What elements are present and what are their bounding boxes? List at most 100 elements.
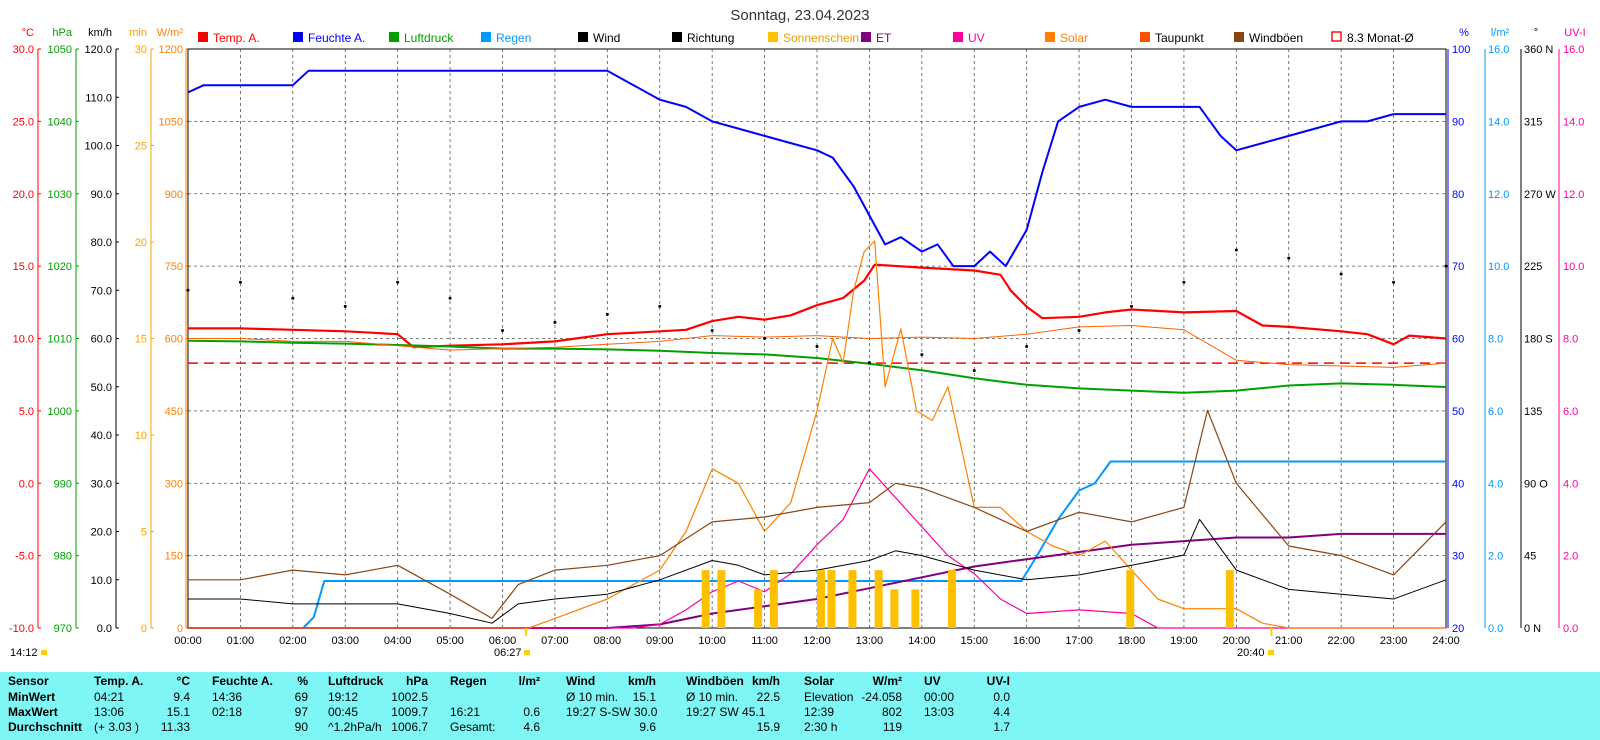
x-tick-label: 05:00 [436,635,464,647]
wind-tick-label: 70.0 [91,285,112,297]
wind-tick-label: 120.0 [84,44,112,56]
solar-tick-label: 0 [177,623,183,635]
solar-tick-label: 900 [165,189,183,201]
sunrise-icon [524,650,530,655]
dir-tick-label: 225 [1524,261,1542,273]
stats-cell-value: 1009.7 [391,705,428,719]
x-tick-label: 06:00 [489,635,517,647]
solar-tick-label: 300 [165,478,183,490]
stats-header: UV [924,674,941,688]
legend-swatch [198,32,208,42]
direction-point [238,280,242,284]
direction-point [1339,272,1343,276]
solar-tick-label: 150 [165,551,183,563]
direction-point [1287,256,1291,260]
wind-tick-label: 50.0 [91,382,112,394]
direction-point [972,369,976,373]
legend-label: Windböen [1249,31,1303,45]
hum-tick-label: 30 [1452,551,1464,563]
rain-tick-label: 0.0 [1488,623,1503,635]
stats-cell-time: 13:06 [94,705,125,719]
press-unit: hPa [52,27,72,39]
stats-row-label: MinWert [8,690,56,704]
temp-tick-label: 15.0 [13,261,34,273]
legend-swatch [1045,32,1055,42]
stats-cell-value: 4.6 [523,720,540,734]
sunmin-tick-label: 30 [135,44,147,56]
hum-tick-label: 80 [1452,189,1464,201]
direction-point [448,296,452,300]
series-line-windb-en [188,409,1447,619]
hum-tick-label: 70 [1452,261,1464,273]
sunshine-bar [754,589,763,628]
sunshine-bar [817,570,825,628]
x-tick-label: 03:00 [331,635,359,647]
sunmin-unit: min [129,27,147,39]
press-tick-label: 980 [54,551,72,563]
legend-label: UV [968,31,985,45]
stats-cell-value: 1002.5 [391,690,428,704]
stats-cell-time: 04:21 [94,690,125,704]
x-tick-label: 17:00 [1065,635,1093,647]
stats-header-unit: km/h [627,674,656,688]
stats-cell-value: 1.7 [993,720,1010,734]
legend-swatch [293,32,303,42]
stats-cell-value: 22.5 [756,690,780,704]
rain-tick-label: 12.0 [1488,189,1509,201]
direction-point [1182,280,1186,284]
stats-cell-value: 0.6 [523,705,540,719]
rain-tick-label: 10.0 [1488,261,1509,273]
press-tick-label: 990 [54,478,72,490]
stats-cell-time: 14:36 [212,690,243,704]
stats-cell-value: 15.9 [756,720,780,734]
dir-tick-label: 360 N [1524,44,1553,56]
wind-tick-label: 100.0 [84,141,112,153]
stats-header: Solar [804,674,835,688]
hum-tick-label: 60 [1452,334,1464,346]
sunmin-tick-label: 20 [135,237,147,249]
direction-point [291,296,295,300]
hum-tick-label: 90 [1452,116,1464,128]
press-tick-label: 1030 [48,189,72,201]
weather-chart: Sonntag, 23.04.2023 Temp. A. Feuchte A. Lu… [8,7,1586,659]
current-time-label: 14:12 [10,647,38,659]
stats-header-unit: °C [176,674,190,688]
stats-cell-time: Gesamt: [450,720,496,734]
sunshine-bar [717,570,726,628]
uv-unit: UV-I [1564,27,1585,39]
rain-tick-label: 4.0 [1488,478,1503,490]
rain-tick-label: 16.0 [1488,44,1509,56]
stats-table: Sensor Temp. A. °C Feuchte A.% Luftdruck hPa R… [0,672,1600,740]
stats-cell-value: 69 [294,690,308,704]
press-tick-label: 1040 [48,116,72,128]
stats-header: Luftdruck [328,674,384,688]
dir-unit: ° [1534,27,1538,39]
stats-cell-time: Elevation [804,690,854,704]
x-tick-label: 04:00 [384,635,412,647]
direction-point [815,345,819,349]
legend-label: Sonnenschein [783,31,859,45]
uv-tick-label: 4.0 [1563,478,1578,490]
wind-tick-label: 40.0 [91,430,112,442]
press-tick-label: 1050 [48,44,72,56]
stats-cell-time: (+ 3.03 ) [94,720,140,734]
legend-swatch [389,32,399,42]
x-tick-label: 23:00 [1380,635,1408,647]
uv-tick-label: 10.0 [1563,261,1584,273]
solar-tick-label: 1050 [159,116,183,128]
solar-tick-label: 450 [165,406,183,418]
sunshine-bar [948,570,957,628]
sunmin-tick-label: 25 [135,141,147,153]
x-tick-label: 02:00 [279,635,307,647]
stats-header-unit: hPa [405,674,428,688]
x-tick-label: 10:00 [698,635,726,647]
x-tick-label: 00:00 [174,635,202,647]
dir-tick-label: 180 S [1524,334,1553,346]
solar-unit: W/m² [157,27,184,39]
sunshine-bar [1225,570,1234,628]
sunshine-bar [769,570,778,628]
legend-label: 8.3 Monat-Ø [1347,31,1414,45]
wind-tick-label: 80.0 [91,237,112,249]
stats-header-unit: km/h [751,674,780,688]
sunshine-bar [1126,570,1135,628]
